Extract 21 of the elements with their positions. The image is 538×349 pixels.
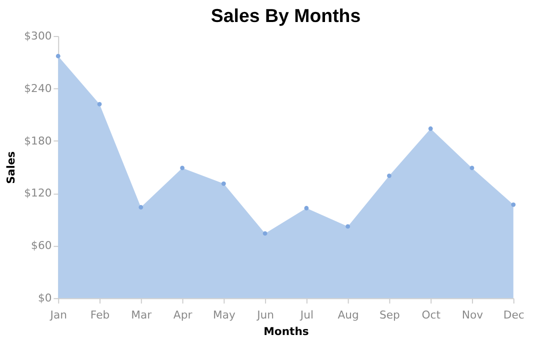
x-tick-label: Dec	[503, 308, 524, 322]
y-axis-title: Sales	[4, 151, 18, 184]
y-tick-label: $240	[24, 82, 52, 95]
x-tick-label: Jan	[49, 308, 67, 322]
x-axis-title: Months	[264, 325, 309, 338]
y-tick-label: $300	[24, 29, 52, 42]
y-tick-label: $180	[24, 134, 52, 148]
x-tick-label: Jul	[299, 308, 314, 322]
y-tick-label: $60	[31, 239, 52, 252]
x-tick-label: Jun	[256, 308, 274, 322]
y-tick-label: $0	[38, 292, 52, 305]
x-tick-label: Oct	[422, 308, 440, 322]
x-tick-label: Apr	[173, 308, 193, 322]
x-tick-label: Nov	[462, 308, 484, 322]
x-tick-label: Sep	[379, 308, 400, 322]
y-tick-label: $120	[24, 186, 52, 200]
x-tick-label: Aug	[338, 308, 359, 322]
x-tick-label: May	[212, 308, 236, 322]
chart-title: Sales By Months	[210, 5, 361, 26]
x-tick-label: Mar	[131, 308, 152, 322]
x-tick-label: Feb	[90, 308, 110, 322]
